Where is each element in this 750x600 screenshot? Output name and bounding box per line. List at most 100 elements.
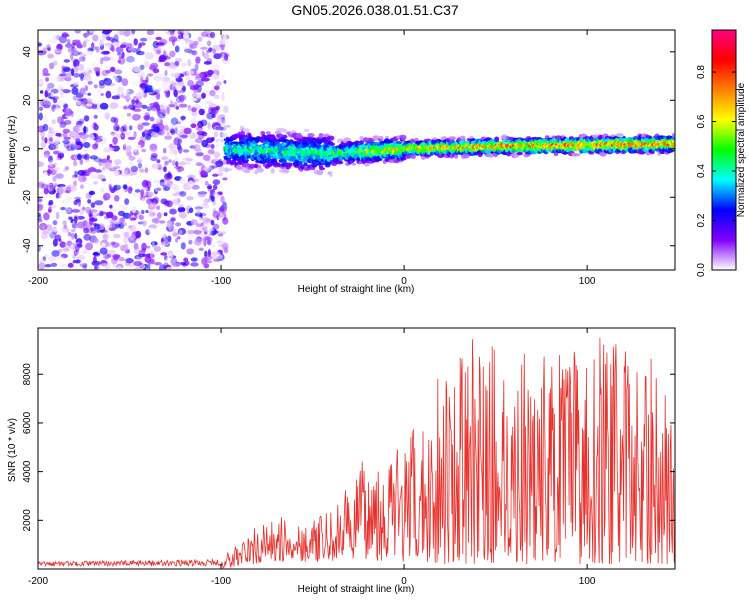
heatmap-cell [74, 30, 81, 34]
heatmap-cell [47, 255, 57, 262]
heatmap-cell [55, 157, 61, 161]
heatmap-cell [83, 142, 91, 148]
heatmap-cell [156, 73, 166, 79]
heatmap-cell [221, 73, 225, 81]
heatmap-cell [87, 92, 92, 96]
heatmap-cell [70, 68, 75, 76]
heatmap-cell [59, 264, 69, 268]
heatmap-cell [79, 263, 88, 268]
heatmap-cell [198, 108, 205, 116]
heatmap-cell [72, 208, 80, 213]
heatmap-cell [236, 165, 244, 171]
heatmap-cell [89, 266, 94, 270]
heatmap-cell [48, 137, 53, 142]
heatmap-cell [155, 117, 161, 123]
heatmap-cell [63, 225, 68, 229]
heatmap-cell [112, 136, 118, 145]
heatmap-cell [197, 191, 207, 198]
heatmap-cell [113, 184, 121, 191]
heatmap-cell [170, 100, 173, 106]
heatmap-cell [128, 107, 133, 113]
heatmap-cell [311, 162, 318, 168]
x-tick-label: 0 [401, 276, 407, 287]
heatmap-cell [38, 204, 44, 212]
heatmap-cell [181, 62, 188, 68]
heatmap-cell [65, 186, 72, 194]
heatmap-cell [615, 133, 624, 137]
heatmap-cell [94, 266, 98, 270]
heatmap-cell [212, 48, 217, 55]
heatmap-cell [50, 92, 55, 98]
heatmap-cell [124, 198, 130, 205]
heatmap-cell [54, 107, 60, 113]
heatmap-cell [38, 161, 45, 168]
heatmap-cell [100, 187, 105, 193]
snr-y-axis-title: SNR (10 * v/v) [7, 418, 18, 482]
heatmap-cell [51, 119, 56, 125]
heatmap-cell [102, 233, 108, 242]
heatmap-cell [122, 237, 129, 243]
heatmap-cell [167, 235, 172, 243]
snr-y-ticks: 2000 4000 6000 8000 [22, 363, 675, 531]
heatmap-cell [44, 153, 50, 159]
heatmap-cell [200, 170, 207, 177]
heatmap-cell [162, 52, 169, 56]
heatmap-cell [159, 179, 166, 187]
heatmap-cell [196, 217, 203, 224]
heatmap-cell [196, 223, 203, 231]
heatmap-cell [204, 30, 212, 34]
heatmap-cell [122, 184, 128, 190]
heatmap-cell [223, 80, 227, 84]
x-tick-label: 100 [579, 276, 596, 287]
heatmap-cell [84, 47, 89, 52]
heatmap-cell [125, 263, 130, 268]
heatmap-cell [132, 113, 141, 121]
heatmap-cell [165, 266, 173, 270]
heatmap-cell [208, 103, 217, 107]
heatmap-cell [144, 167, 149, 174]
heatmap-cell [214, 125, 221, 132]
heatmap-cell [123, 141, 130, 148]
heatmap-cell [211, 243, 215, 249]
heatmap-cell [65, 72, 72, 79]
x-tick-label: -200 [28, 576, 48, 587]
heatmap-cell [179, 134, 189, 138]
heatmap-cell [85, 70, 91, 79]
heatmap-cell [449, 136, 457, 140]
heatmap-cell [55, 75, 61, 83]
heatmap-cell [143, 114, 151, 121]
heatmap-cell [183, 47, 192, 52]
heatmap-cell [120, 244, 126, 252]
heatmap-cell [188, 207, 194, 214]
heatmap-cell [174, 83, 184, 89]
heatmap-cell [141, 104, 148, 109]
heatmap-cell [111, 95, 120, 100]
heatmap-cell [214, 122, 220, 128]
heatmap-cell [79, 87, 86, 95]
heatmap-cell [40, 131, 46, 137]
heatmap-cell [142, 220, 147, 227]
heatmap-cell [82, 54, 86, 62]
heatmap-cell [128, 103, 133, 109]
heatmap-cell [88, 30, 97, 33]
heatmap-cell [358, 161, 363, 165]
heatmap-cell [111, 221, 121, 230]
heatmap-cell [112, 41, 119, 46]
heatmap-cell [85, 242, 93, 251]
heatmap-cell [187, 232, 194, 241]
heatmap-cell [169, 31, 175, 36]
heatmap-cell [178, 211, 188, 219]
snr-x-ticks: -200 -100 0 100 [28, 328, 596, 587]
heatmap-cell [194, 237, 202, 246]
heatmap-cell [204, 218, 213, 222]
heatmap-cell [124, 167, 131, 175]
heatmap-cell [174, 45, 180, 53]
heatmap-cell [65, 207, 72, 214]
heatmap-cell [91, 42, 95, 49]
heatmap-cell [194, 63, 199, 71]
heatmap-cell [107, 253, 112, 258]
heatmap-cell [160, 104, 165, 113]
heatmap-cell [134, 146, 138, 153]
heatmap-cell [58, 238, 62, 242]
heatmap-cell [114, 159, 122, 166]
